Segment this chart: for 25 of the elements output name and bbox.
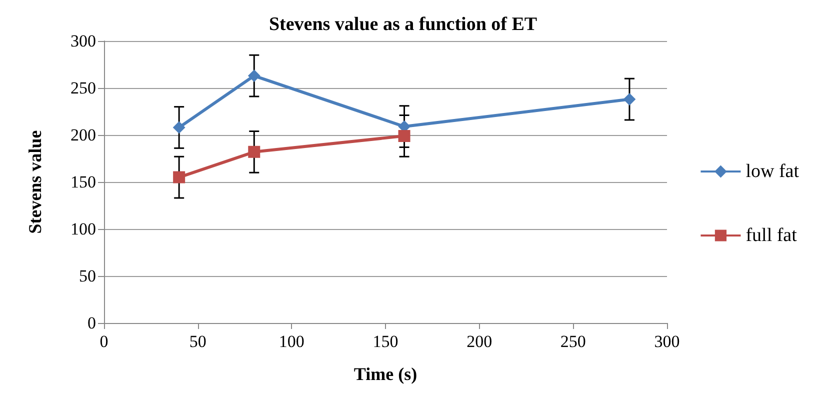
legend-label: full fat [746, 225, 798, 246]
y-tick-label: 100 [70, 220, 96, 238]
y-axis-title: Stevens value [25, 130, 45, 234]
point [173, 171, 186, 184]
point [248, 146, 260, 158]
y-tick-label: 300 [70, 32, 96, 50]
x-tick-label: 50 [189, 332, 206, 351]
x-tick-label: 300 [654, 332, 680, 351]
chart-title: Stevens value as a function of ET [268, 14, 538, 35]
x-tick-label: 250 [560, 332, 586, 351]
y-tick-label: 250 [70, 78, 96, 98]
y-tick-label: 150 [70, 172, 96, 192]
legend-label: low fat [746, 161, 800, 182]
y-tick-label: 50 [79, 266, 96, 286]
point [398, 130, 410, 142]
point [173, 121, 186, 134]
x-tick-label: 0 [100, 332, 108, 351]
x-tick-label: 150 [372, 332, 398, 351]
point [248, 70, 260, 82]
y-tick-label: 200 [70, 126, 96, 144]
x-tick-label: 200 [466, 332, 492, 351]
x-axis-title: Time (s) [354, 364, 418, 384]
point [623, 93, 636, 106]
x-tick-label: 100 [278, 332, 304, 351]
y-tick-label: 0 [88, 314, 96, 332]
